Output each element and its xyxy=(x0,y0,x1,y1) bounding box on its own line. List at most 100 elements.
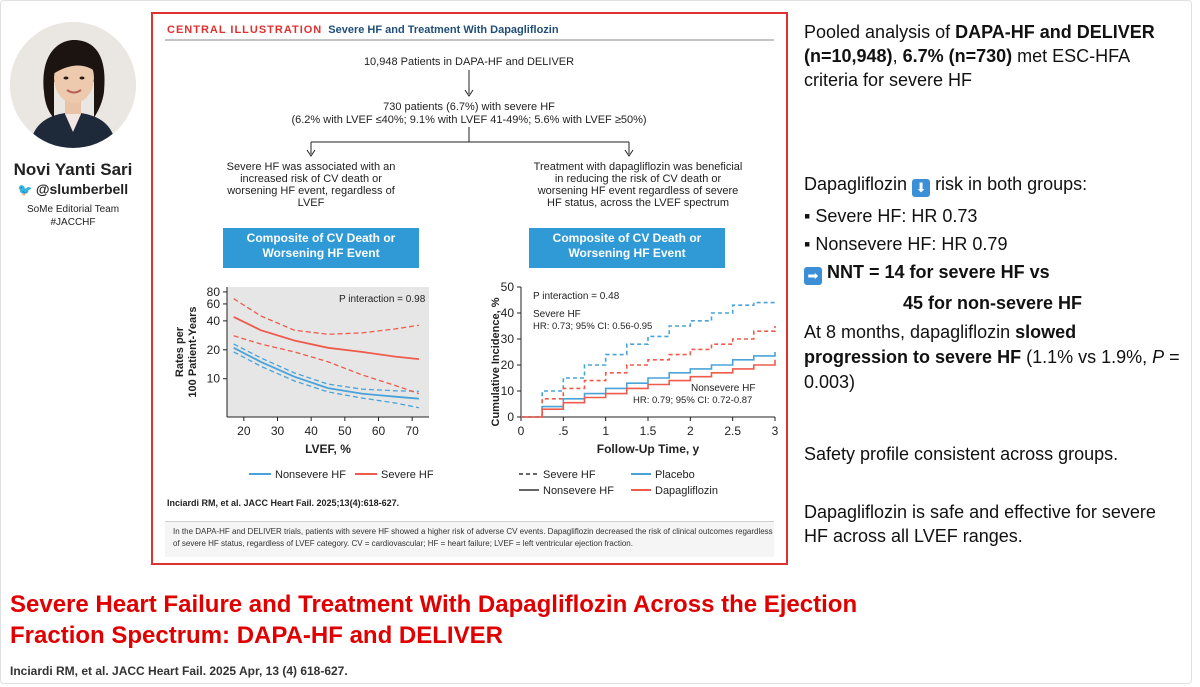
left-y-tick-label: 60 xyxy=(207,297,221,311)
right-x-tick-label: .5 xyxy=(558,424,568,438)
left-y-tick-label: 80 xyxy=(207,285,221,299)
left-y-tick-label: 20 xyxy=(207,343,221,357)
pooled-severe-count: 6.7% (n=730) xyxy=(902,46,1013,66)
right-severe-label: Severe HF xyxy=(533,309,581,320)
right-legend-dapagliflozin-label: Dapagliflozin xyxy=(655,485,718,497)
prog-lead: At 8 months, dapagliflozin xyxy=(804,322,1016,342)
nnt-severe: NNT = 14 for severe HF vs xyxy=(827,262,1050,282)
left-x-tick-label: 60 xyxy=(372,424,386,438)
left-x-tick-label: 30 xyxy=(271,424,285,438)
summary-safety: Safety profile consistent across groups. xyxy=(804,444,1119,464)
left-nonsevere-line xyxy=(233,347,419,400)
author-handle[interactable]: 🐦 @slumberbell xyxy=(0,181,146,197)
left-chart-banner: Composite of CV Death or Worsening HF Ev… xyxy=(223,228,419,268)
left-x-tick-label: 20 xyxy=(237,424,251,438)
bullet-nonsevere: ▪ Nonsevere HF: HR 0.79 xyxy=(804,234,1008,254)
left-x-axis-label: LVEF, % xyxy=(305,442,351,456)
right-x-tick-label: 2 xyxy=(687,424,694,438)
pooled-trials: DAPA-HF and DELIVER (n=10,948) xyxy=(804,22,1155,66)
ci-title: Severe HF and Treatment With Dapaglifloz… xyxy=(328,24,559,36)
right-x-tick-label: 2.5 xyxy=(724,424,741,438)
right-legend-nonsevere-label: Nonsevere HF xyxy=(543,485,614,497)
paper-reference: Inciardi RM, et al. JACC Heart Fail. 202… xyxy=(10,664,348,678)
flow-mid-line1: 730 patients (6.7%) with severe HF xyxy=(383,101,555,113)
summary-conclusion: Dapagliflozin is safe and effective for … xyxy=(804,502,1156,546)
pooled-criteria: met ESC-HFA criteria for severe HF xyxy=(804,46,1130,90)
author-avatar xyxy=(10,22,136,148)
right-legend-placebo-label: Placebo xyxy=(655,469,695,481)
left-legend-nonsevere-label: Nonsevere HF xyxy=(275,469,346,481)
flow-left-text: Severe HF was associated with an increas… xyxy=(226,161,396,209)
author-hashtag: #JACCHF xyxy=(50,217,96,228)
left-nonsevere-ci-lower xyxy=(233,351,420,409)
flow-right-text: Treatment with dapagliflozin was benefic… xyxy=(533,161,743,209)
flow-lines xyxy=(165,39,774,157)
left-y-tick-label: 40 xyxy=(207,314,221,328)
left-nonsevere-ci-upper xyxy=(233,343,419,392)
left-legend-severe-label: Severe HF xyxy=(381,469,434,481)
risk-tail: risk in both groups: xyxy=(930,174,1088,194)
ci-citation: Inciardi RM, et al. JACC Heart Fail. 202… xyxy=(167,498,400,508)
left-severe-line xyxy=(233,316,419,360)
left-y-tick-label: 10 xyxy=(207,372,221,386)
left-x-tick-label: 70 xyxy=(405,424,419,438)
summary-risk: Dapagliflozin ⬇ risk in both groups: xyxy=(804,172,1194,197)
paper-title: Severe Heart Failure and Treatment With … xyxy=(10,591,858,649)
twitter-bird-icon: 🐦 xyxy=(17,183,33,197)
right-y-tick-label: 10 xyxy=(501,384,515,398)
prog-pvalue: = 0.003) xyxy=(804,347,1180,392)
right-chart-banner: Composite of CV Death or Worsening HF Ev… xyxy=(529,228,725,268)
left-plot-area xyxy=(227,287,429,417)
right-y-axis-label: Cumulative Incidence, % xyxy=(490,297,502,426)
right-y-tick-label: 40 xyxy=(501,306,515,320)
cumulative-incidence-chart: 0 10 20 30 40 50 0 .5 1 1.5 2 2.5 3 Follow-Up Time, y… xyxy=(490,280,779,497)
ci-header: CENTRAL ILLUSTRATION Severe HF and Treatm… xyxy=(167,24,559,36)
right-nonsevere-placebo-line xyxy=(521,352,776,418)
ci-label: CENTRAL ILLUSTRATION xyxy=(167,24,323,36)
central-illustration: CENTRAL ILLUSTRATION Severe HF and Treatm… xyxy=(151,12,788,565)
prog-values: (1.1% vs 1.9%, xyxy=(1021,347,1153,367)
prog-p: P xyxy=(1152,347,1165,367)
left-severe-ci-lower xyxy=(233,335,420,395)
handle-text: @slumberbell xyxy=(35,181,129,197)
nnt-line1: ➡ NNT = 14 for severe HF vs xyxy=(804,260,1050,285)
flow-mid-line2: (6.2% with LVEF ≤40%; 9.1% with LVEF 41-… xyxy=(291,114,647,126)
right-legend-severe-label: Severe HF xyxy=(543,469,596,481)
right-x-tick-label: 1 xyxy=(602,424,609,438)
nnt-nonsevere: 45 for non-severe HF xyxy=(903,293,1083,313)
flow-top: 10,948 Patients in DAPA-HF and DELIVER xyxy=(363,56,575,68)
nnt-line2: 45 for non-severe HF xyxy=(903,291,1082,315)
right-severe-hr: HR: 0.73; 95% CI: 0.56-0.95 xyxy=(533,321,652,332)
left-x-tick-label: 50 xyxy=(338,424,352,438)
left-severe-ci-upper xyxy=(233,298,419,335)
right-nonsevere-dapagliflozin-line xyxy=(521,359,776,418)
right-x-tick-label: 3 xyxy=(772,424,779,438)
right-y-tick-label: 30 xyxy=(501,332,515,346)
pooled-lead: Pooled analysis of xyxy=(804,22,956,42)
left-p-interaction: P interaction = 0.98 xyxy=(339,294,426,305)
down-arrow-icon: ⬇ xyxy=(912,179,931,197)
right-y-tick-label: 50 xyxy=(501,280,515,294)
right-y-tick-label: 0 xyxy=(507,410,514,424)
right-arrow-icon: ➡ xyxy=(804,267,822,285)
left-x-tick-label: 40 xyxy=(304,424,318,438)
author-team: SoMe Editorial Team xyxy=(26,204,120,215)
summary-progression: At 8 months, dapagliflozin slowed progre… xyxy=(804,320,1184,395)
pooled-comma: , xyxy=(892,46,903,66)
right-nonsevere-label: Nonsevere HF xyxy=(691,383,755,394)
ci-footnote: In the DAPA-HF and DELIVER trials, patie… xyxy=(173,527,773,548)
ci-footnote-box xyxy=(165,521,774,557)
right-x-tick-label: 1.5 xyxy=(640,424,657,438)
right-y-tick-label: 20 xyxy=(501,358,515,372)
right-x-tick-label: 0 xyxy=(518,424,525,438)
risk-lead: Dapagliflozin xyxy=(804,174,913,194)
ci-body: CENTRAL ILLUSTRATION Severe HF and Treatm… xyxy=(153,14,786,563)
right-nonsevere-hr: HR: 0.79; 95% CI: 0.72-0.87 xyxy=(633,395,752,406)
summary-pooled: Pooled analysis of DAPA-HF and DELIVER (… xyxy=(804,20,1184,92)
right-x-axis-label: Follow-Up Time, y xyxy=(597,442,700,456)
bullet-severe: ▪ Severe HF: HR 0.73 xyxy=(804,206,978,226)
left-y-axis-label: Rates per100 Patient-Years xyxy=(174,306,199,397)
